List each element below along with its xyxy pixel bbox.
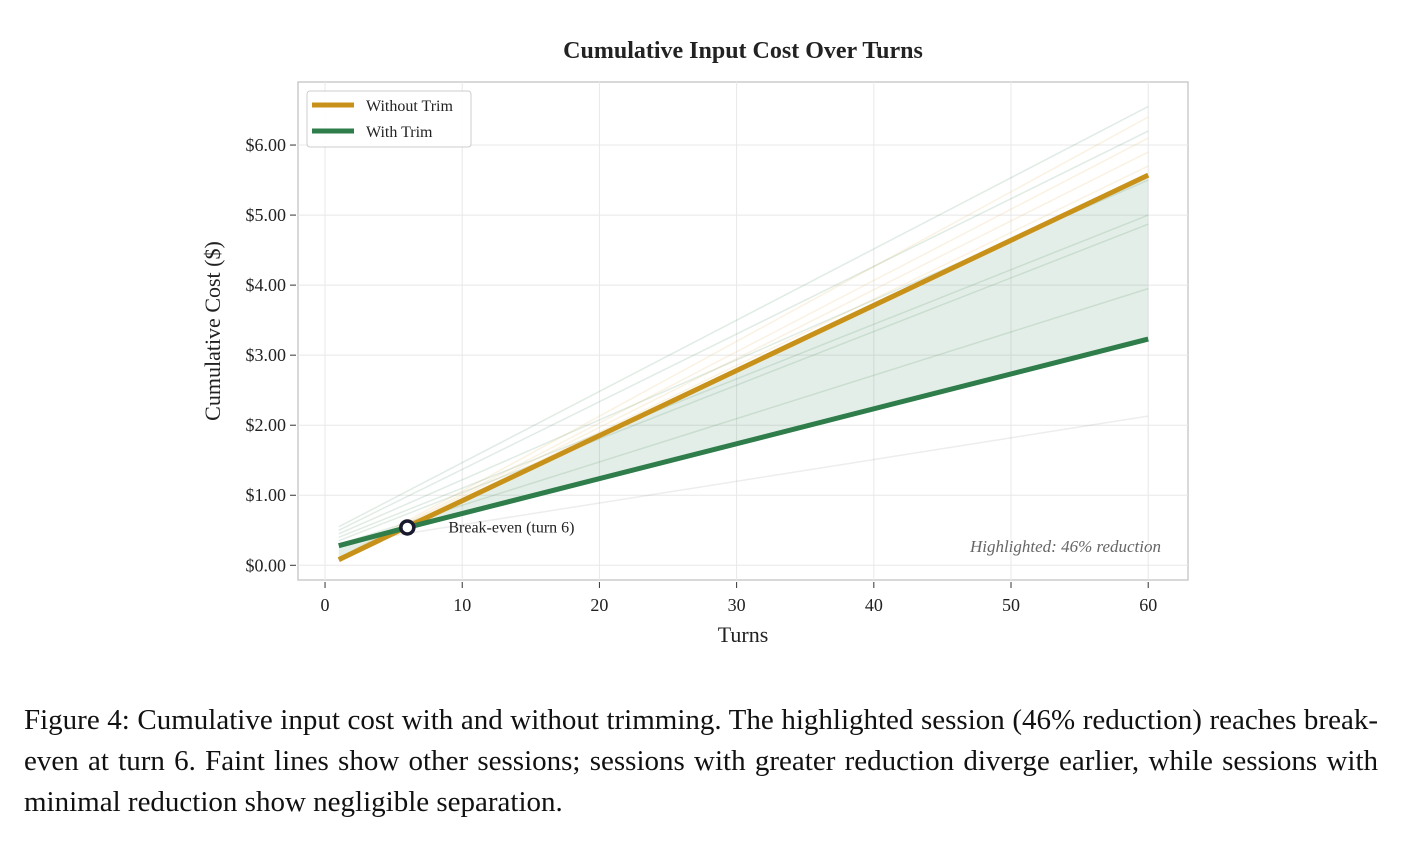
break-even-label: Break-even (turn 6) [448,519,574,536]
x-tick-label: 60 [1139,595,1157,615]
session-line [338,130,1149,531]
break-even-marker [399,519,416,536]
y-tick-label: $6.00 [246,135,287,155]
session-line [338,151,1149,559]
plot-area [297,81,1189,581]
x-tick-label: 10 [453,595,471,615]
session-line [338,137,1149,559]
chart: Cumulative Input Cost Over Turns Turns C… [200,38,1189,647]
session-line [338,223,1149,542]
annotation: Highlighted: 46% reduction [969,537,1161,556]
y-tick-label: $1.00 [246,485,287,505]
session-line [338,116,1149,559]
x-axis-label: Turns [718,622,769,647]
legend-label: Without Trim [366,98,453,115]
x-tick-label: 0 [321,595,330,615]
session-line [338,214,1149,538]
session-line [338,287,1149,545]
caption: Figure 4: Cumulative input cost with and… [24,704,1378,818]
y-tick-label: $5.00 [246,205,287,225]
y-axis-label: Cumulative Cost ($) [200,241,225,421]
chart-title: Cumulative Input Cost Over Turns [563,38,923,64]
x-tick-label: 40 [865,595,883,615]
y-tick-label: $3.00 [246,345,287,365]
legend-label: With Trim [366,124,433,141]
y-tick-label: $2.00 [246,415,287,435]
x-tick-label: 50 [1002,595,1020,615]
x-tick-label: 30 [728,595,746,615]
y-tick-label: $0.00 [246,555,287,575]
session-line [338,105,1149,528]
session-line [338,415,1149,546]
y-tick-label: $4.00 [246,275,287,295]
x-tick-label: 20 [590,595,608,615]
